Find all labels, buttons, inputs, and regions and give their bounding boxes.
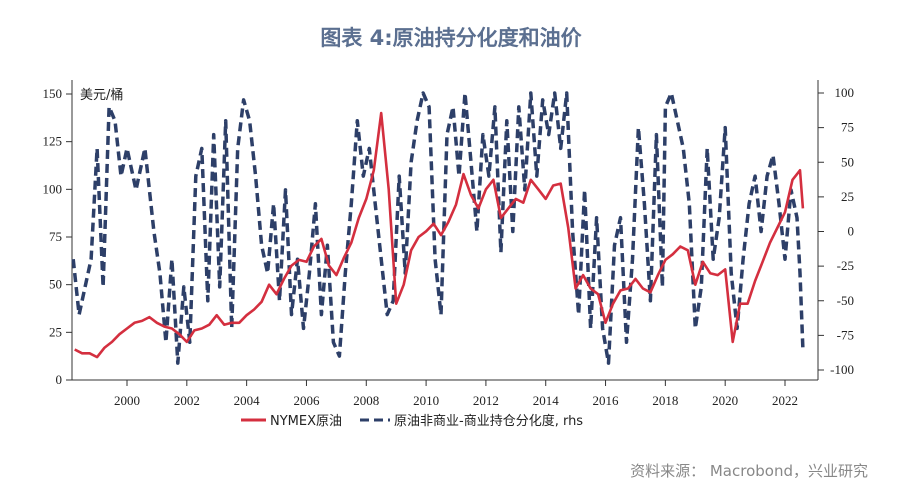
- x-tick-label: 2010: [413, 393, 439, 408]
- y-left-tick-label: 75: [49, 229, 62, 244]
- y-left-tick-label: 100: [43, 181, 63, 196]
- x-tick-label: 2012: [473, 393, 499, 408]
- source-note: 资料来源： Macrobond，兴业研究: [630, 462, 868, 480]
- y-left-tick-label: 0: [56, 372, 63, 387]
- positioning-series-line: [71, 91, 805, 365]
- legend-label-positioning: 原油非商业-商业持仓分化度, rhs: [394, 413, 583, 429]
- x-tick-label: 2020: [712, 393, 738, 408]
- y-right-tick-label: 100: [835, 85, 855, 100]
- y-left-tick-label: 150: [43, 86, 63, 101]
- chart-title: 图表 4:原油持分化度和油价: [320, 26, 582, 50]
- legend-label-oil: NYMEX原油: [270, 414, 342, 429]
- y-right-tick-label: -100: [830, 362, 854, 377]
- y-right-tick-label: 75: [841, 120, 854, 135]
- y-right-tick-label: 25: [841, 189, 854, 204]
- y-left-tick-label: 25: [49, 324, 62, 339]
- y-right-tick-label: -50: [837, 293, 854, 308]
- y-right-tick-label: -75: [837, 327, 854, 342]
- x-tick-label: 2018: [652, 393, 678, 408]
- x-tick-label: 2014: [533, 393, 560, 408]
- x-tick-label: 2022: [772, 393, 798, 408]
- y-axis-unit-label: 美元/桶: [80, 88, 123, 103]
- y-right-tick-label: 50: [841, 154, 854, 169]
- y-right-tick-label: -25: [837, 258, 854, 273]
- y-right-tick-label: 0: [848, 224, 855, 239]
- x-tick-label: 2004: [234, 393, 261, 408]
- x-tick-label: 2006: [293, 393, 320, 408]
- y-left-tick-label: 50: [49, 277, 62, 292]
- x-tick-label: 2000: [114, 393, 140, 408]
- x-tick-label: 2016: [593, 393, 620, 408]
- x-tick-label: 2002: [174, 393, 200, 408]
- oil-price-series-line: [74, 111, 805, 359]
- y-left-tick-label: 125: [43, 134, 63, 149]
- x-tick-label: 2008: [353, 393, 379, 408]
